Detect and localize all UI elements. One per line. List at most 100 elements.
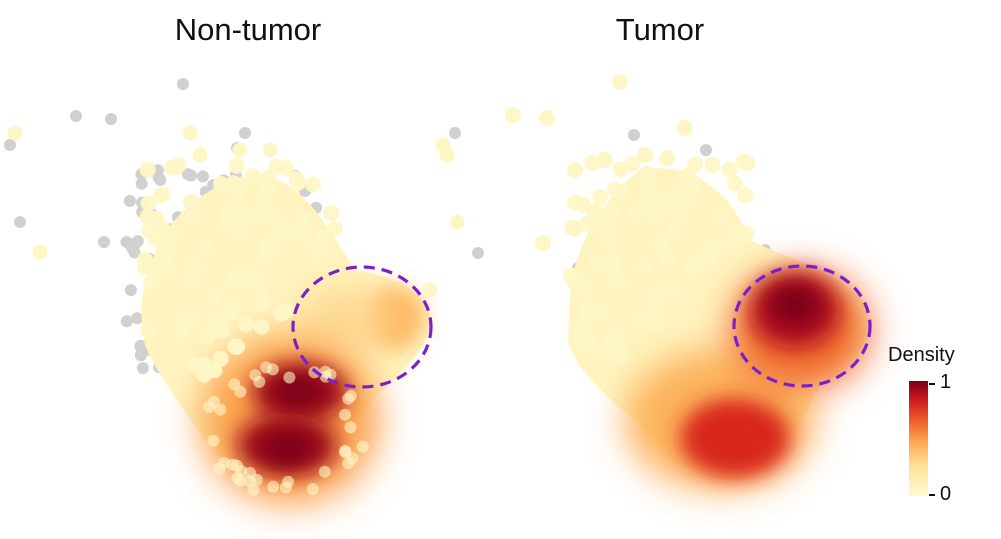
scatter-point [262,142,278,158]
scatter-point [422,282,438,298]
scatter-point [259,182,276,198]
scatter-point [229,338,246,355]
scatter-point [339,408,351,421]
scatter-point [739,155,756,172]
scatter-point [356,440,369,453]
scatter-point [263,240,280,257]
scatter-point [206,289,222,306]
scatter-point [637,147,653,163]
scatter-point [293,210,310,227]
scatter-point [612,161,629,178]
scatter-point [239,127,251,139]
scatter-point [199,328,216,345]
scatter-point [253,318,270,335]
scatter-point [629,203,645,220]
density-hotspot [770,285,820,325]
cloud-points-right [505,74,756,366]
scatter-point [713,210,730,227]
scatter-point [185,169,198,182]
scatter-point [240,207,257,224]
scatter-point [597,218,614,235]
density-hotspot [295,285,405,355]
scatter-point [131,312,144,325]
scatter-point [603,253,620,270]
scatter-point [232,142,248,158]
scatter-point [659,150,675,166]
scatter-point [70,110,82,122]
scatter-point [604,333,621,350]
scatter-point [214,403,227,416]
density-hotspot [262,432,314,464]
scatter-point [7,125,23,141]
scatter-point [14,216,26,228]
scatter-point [238,316,254,333]
scatter-point [244,466,256,479]
scatter-point [687,156,704,173]
panel-non-tumor [4,78,484,505]
scatter-point [4,139,16,151]
scatter-point [439,147,455,163]
highlight-circle-right [732,264,872,388]
scatter-point [694,250,711,267]
scatter-point [244,475,256,488]
scatter-point [737,187,754,204]
scatter-point [228,378,241,391]
scatter-point [306,483,319,495]
scatter-point [32,244,48,260]
scatter-point [344,421,357,434]
scatter-point [650,234,666,250]
scatter-point [120,315,133,328]
scatter-point [185,356,202,373]
scatter-point [182,275,199,292]
scatter-point [683,260,700,277]
scatter-point [592,189,609,206]
density-colorbar [909,381,928,496]
scatter-point [628,129,640,141]
scatter-point [602,237,619,254]
scatter-point [195,366,212,383]
scatter-point [682,193,699,210]
scatter-point [222,304,239,321]
scatter-point [187,256,204,273]
scatter-point [612,74,628,90]
scatter-point [539,110,555,126]
scatter-point [216,216,233,233]
highlight-circle-left [291,265,433,389]
panel-title-tumor: Tumor [615,12,705,47]
scatter-point [587,302,604,319]
scatter-point [314,229,331,246]
panel-title-non-tumor: Non-tumor [174,12,322,47]
scatter-point [225,272,242,289]
scatter-point [135,177,148,190]
scatter-point [177,78,189,90]
cloud-points-left [7,125,465,497]
scatter-point [644,198,661,214]
scatter-point [647,283,664,300]
scatter-point [535,235,551,251]
scatter-point [213,462,226,475]
density-cloud-right [568,168,870,490]
scatter-point [197,170,209,183]
legend-title: Density [888,344,955,366]
scatter-point [105,113,117,125]
density-hotspot [680,398,790,478]
scatter-point [721,161,738,178]
scatter-point [646,210,663,227]
density-hotspot [272,377,324,407]
scatter-point [139,161,156,178]
scatter-point [148,210,165,227]
scatter-point [271,219,288,236]
scatter-point [597,152,613,168]
scatter-point [607,181,623,198]
scatter-point [171,324,187,341]
scatter-point [283,371,296,384]
scatter-point [235,176,252,193]
scatter-point [220,204,237,221]
scatter-point [136,362,149,375]
scatter-point [449,127,461,139]
scatter-point [142,261,159,278]
scatter-point [346,452,359,465]
scatter-point [666,280,683,297]
scatter-point [305,176,322,193]
scatter-point [567,162,583,178]
